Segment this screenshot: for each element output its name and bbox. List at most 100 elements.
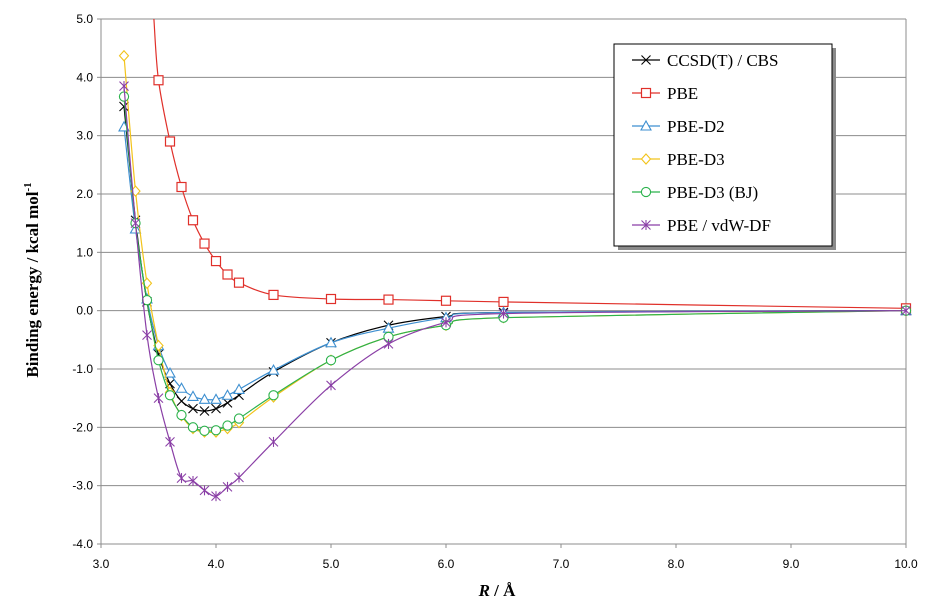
- x-tick-label: 5.0: [323, 557, 340, 571]
- data-point: [153, 75, 164, 86]
- legend-label: CCSD(T) / CBS: [667, 51, 778, 70]
- data-point: [199, 425, 210, 436]
- data-point: [142, 330, 152, 341]
- series-lines: [118, 18, 912, 502]
- data-point: [222, 269, 233, 280]
- legend-label: PBE: [667, 84, 698, 103]
- data-point: [325, 293, 337, 305]
- data-point: [325, 355, 337, 366]
- data-point: [187, 390, 199, 401]
- data-point: [164, 366, 176, 378]
- data-point: [222, 420, 233, 431]
- data-point: [188, 476, 198, 486]
- data-point: [211, 491, 221, 502]
- x-tick-label: 10.0: [894, 557, 918, 571]
- data-point: [119, 101, 129, 112]
- data-point: [440, 295, 452, 306]
- legend: CCSD(T) / CBS PBE PBE-D2 PBE-D3 PBE-D3 (BJ) P…: [613, 43, 836, 250]
- legend-marker: [641, 55, 651, 65]
- y-tick-label: 5.0: [76, 12, 93, 26]
- data-point: [187, 422, 199, 433]
- data-point: [268, 390, 279, 401]
- legend-marker: [640, 186, 652, 198]
- data-point: [383, 338, 394, 349]
- legend-label: PBE-D3: [667, 150, 725, 169]
- series-1: [153, 18, 912, 314]
- x-tick-label: 4.0: [208, 557, 225, 571]
- data-point: [187, 215, 199, 226]
- data-point: [325, 336, 337, 348]
- legend-marker: [640, 87, 652, 99]
- data-point: [210, 255, 222, 267]
- x-tick-label: 9.0: [783, 557, 800, 571]
- data-point: [326, 380, 336, 391]
- data-point: [383, 294, 394, 305]
- y-tick-label: 4.0: [76, 70, 93, 84]
- data-point: [118, 49, 130, 62]
- data-point: [130, 218, 141, 229]
- legend-item: PBE / vdW-DF: [632, 216, 771, 235]
- y-tick-label: 2.0: [76, 187, 93, 201]
- data-point: [901, 305, 911, 316]
- legend-marker: [640, 153, 652, 165]
- data-point: [198, 393, 211, 404]
- legend-items: CCSD(T) / CBS PBE PBE-D2 PBE-D3 PBE-D3 (BJ) P…: [632, 51, 778, 235]
- legend-item: PBE-D2: [632, 117, 725, 136]
- data-point: [441, 317, 451, 328]
- data-point: [268, 436, 279, 447]
- data-point: [211, 403, 221, 414]
- data-point: [210, 425, 222, 436]
- x-tick-label: 7.0: [553, 557, 570, 571]
- x-tick-labels: 3.0 4.0 5.0 6.0 7.0 8.0 9.0 10.0: [93, 557, 918, 571]
- data-point: [176, 473, 187, 484]
- data-point: [199, 238, 210, 249]
- legend-marker: [640, 119, 652, 131]
- data-point: [188, 403, 198, 414]
- data-point: [233, 383, 245, 394]
- data-point: [268, 289, 279, 301]
- y-tick-labels: 5.0 4.0 3.0 2.0 1.0 0.0 -1.0 -2.0 -3.0 -4.0: [72, 12, 93, 551]
- y-tick-label: 0.0: [76, 304, 93, 318]
- legend-label: PBE / vdW-DF: [667, 216, 771, 235]
- data-point: [176, 396, 187, 406]
- data-point: [119, 81, 129, 92]
- data-point: [176, 181, 187, 193]
- x-tick-label: 3.0: [93, 557, 110, 571]
- legend-label: PBE-D2: [667, 117, 725, 136]
- x-axis-title-symbol: R: [478, 581, 490, 600]
- data-point: [498, 308, 509, 319]
- data-point: [267, 364, 280, 375]
- data-point: [164, 390, 176, 401]
- series-line: [123, 86, 907, 497]
- y-tick-label: 3.0: [76, 129, 93, 143]
- x-axis-title-unit: / Å: [490, 581, 516, 600]
- legend-marker: [641, 220, 651, 230]
- data-point: [175, 382, 188, 393]
- data-point: [234, 472, 244, 483]
- y-axis-title: Binding energy / kcal mol-1: [22, 182, 42, 377]
- data-point: [222, 397, 233, 408]
- data-point: [199, 406, 210, 416]
- y-tick-label: -4.0: [72, 537, 93, 551]
- data-point: [210, 393, 222, 404]
- legend-item: PBE: [632, 84, 698, 103]
- data-point: [498, 296, 509, 308]
- legend-item: PBE-D3 (BJ): [632, 183, 758, 202]
- y-tick-label: -1.0: [72, 362, 93, 376]
- legend-box: [613, 43, 833, 247]
- legend-label: PBE-D3 (BJ): [667, 183, 758, 202]
- y-tick-label: 1.0: [76, 245, 93, 259]
- y-axis-title-superscript: -1: [22, 182, 34, 191]
- legend-item: CCSD(T) / CBS: [632, 51, 778, 70]
- data-point: [153, 355, 164, 366]
- x-tick-label: 8.0: [668, 557, 685, 571]
- y-tick-label: -3.0: [72, 479, 93, 493]
- data-point: [221, 389, 234, 400]
- legend-item: PBE-D3: [632, 150, 725, 169]
- data-point: [176, 409, 187, 421]
- data-point: [222, 481, 233, 492]
- y-tick-label: -2.0: [72, 420, 93, 434]
- y-axis-title-main: Binding energy / kcal mol: [23, 191, 42, 377]
- data-point: [164, 136, 176, 147]
